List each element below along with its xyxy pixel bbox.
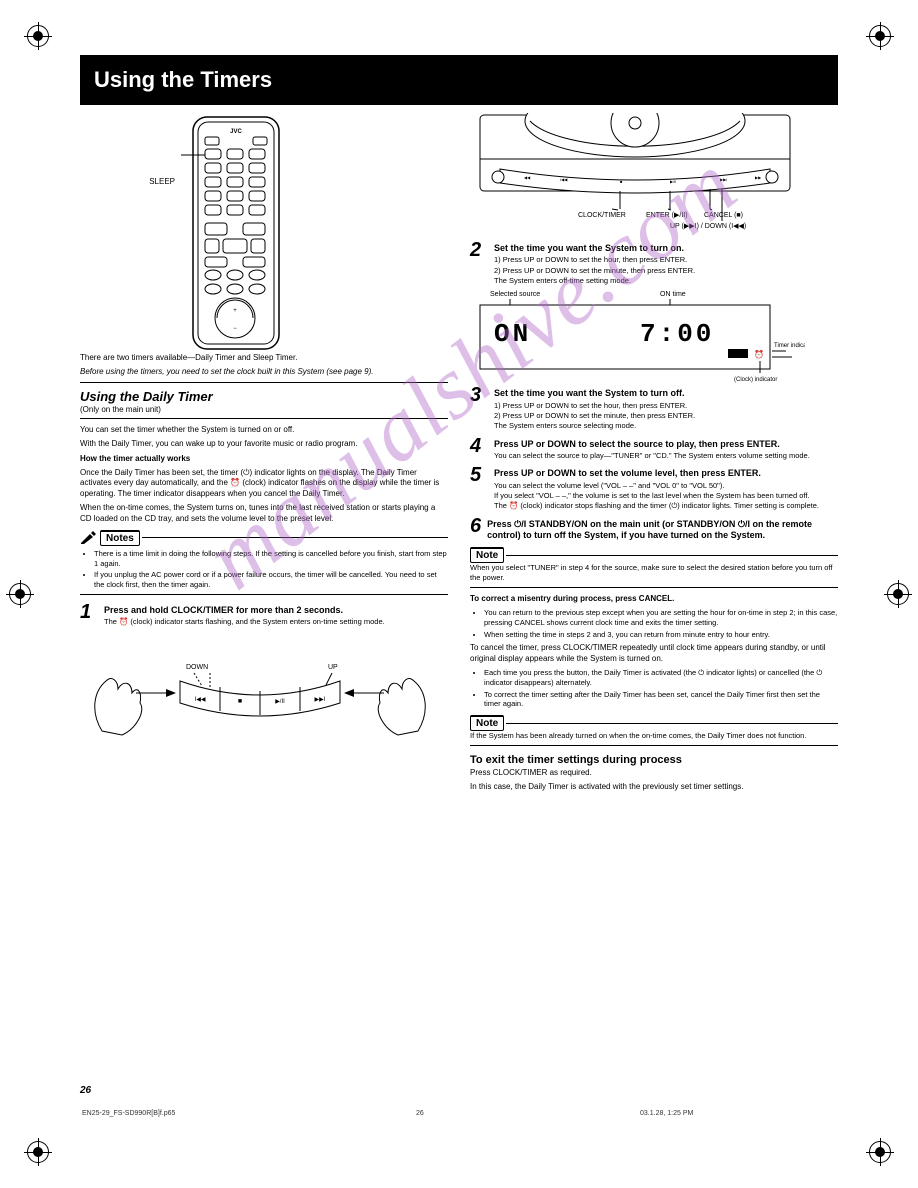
notes-header: Notes xyxy=(80,530,448,546)
notes-list: There is a time limit in doing the follo… xyxy=(94,549,448,590)
cancel-timer: To cancel the timer, press CLOCK/TIMER r… xyxy=(470,643,838,664)
svg-text:◀◀: ◀◀ xyxy=(524,175,531,180)
svg-text:Selected source: Selected source xyxy=(490,291,540,298)
page-title: Using the Timers xyxy=(80,55,838,105)
footer-stamp: 03.1.28, 1:25 PM xyxy=(640,1110,693,1117)
exit-body: Press CLOCK/TIMER as required. xyxy=(470,768,838,778)
reg-mark-tr xyxy=(866,22,894,50)
svg-text:−: − xyxy=(233,326,237,332)
svg-text:Timer indicator: Timer indicator xyxy=(774,343,805,349)
note-tuner: When you select "TUNER" in step 4 for th… xyxy=(470,563,838,583)
page: Using the Timers SLEEP JVC xyxy=(80,55,838,797)
note-header: Note xyxy=(470,547,838,563)
how-works-body2: When the on-time comes, the System turns… xyxy=(80,503,448,524)
divider xyxy=(80,594,448,595)
correct-list: You can return to the previous step exce… xyxy=(484,608,838,639)
daily-timer-sub: (Only on the main unit) xyxy=(80,405,448,414)
svg-text:ON time: ON time xyxy=(660,291,686,298)
right-column: ◀◀I◀◀■▶/II▶▶I▶▶ CLOCK/TIMER ENTER (▶/II)… xyxy=(470,113,838,797)
svg-text:UP (▶▶I) / DOWN (I◀◀): UP (▶▶I) / DOWN (I◀◀) xyxy=(670,223,746,230)
intro-2: Before using the timers, you need to set… xyxy=(80,367,448,377)
left-column: SLEEP JVC xyxy=(80,113,448,797)
reg-mark-tl xyxy=(24,22,52,50)
footer-file: EN25-29_FS-SD990R[B]f.p65 xyxy=(82,1110,175,1117)
pencil-icon xyxy=(80,531,98,545)
divider xyxy=(80,418,448,419)
divider xyxy=(470,587,838,588)
note-header-2: Note xyxy=(470,715,838,731)
step-4: 4 Press UP or DOWN to select the source … xyxy=(470,435,838,461)
reg-mark-ml xyxy=(6,580,34,608)
daily-timer-heading: Using the Daily Timer xyxy=(80,389,448,404)
svg-text:▶▶: ▶▶ xyxy=(755,175,762,180)
how-works-body: Once the Daily Timer has been set, the t… xyxy=(80,468,448,499)
lcd-display: Selected source ON time ON 7:00 ⏰ Timer … xyxy=(470,289,838,384)
para-can-set: You can set the timer whether the System… xyxy=(80,425,448,435)
remote-sleep-label: SLEEP xyxy=(80,178,175,187)
control-bar-diagram: I◀◀ ■ ▶/II ▶▶I DOWN UP xyxy=(80,631,448,741)
intro-1: There are two timers available—Daily Tim… xyxy=(80,353,448,363)
note-already-on: If the System has been already turned on… xyxy=(470,731,838,741)
exit-heading: To exit the timer settings during proces… xyxy=(470,754,838,766)
step-6: 6 Press ⏻/I STANDBY/ON on the main unit … xyxy=(470,515,838,542)
reg-mark-bl xyxy=(24,1138,52,1166)
step-3: 3 Set the time you want the System to tu… xyxy=(470,384,838,430)
svg-text:ENTER (▶/II): ENTER (▶/II) xyxy=(646,212,688,219)
para-wake: With the Daily Timer, you can wake up to… xyxy=(80,439,448,449)
divider xyxy=(470,745,838,746)
main-unit-diagram: ◀◀I◀◀■▶/II▶▶I▶▶ CLOCK/TIMER ENTER (▶/II)… xyxy=(470,113,838,233)
svg-text:DOWN: DOWN xyxy=(186,664,208,671)
svg-text:■: ■ xyxy=(238,698,242,705)
how-works-head: How the timer actually works xyxy=(80,454,448,464)
svg-text:I◀◀: I◀◀ xyxy=(560,177,568,182)
reg-mark-br xyxy=(866,1138,894,1166)
remote-diagram: JVC xyxy=(181,113,291,353)
note-item: There is a time limit in doing the follo… xyxy=(94,549,448,569)
svg-text:(Clock) indicator: (Clock) indicator xyxy=(734,377,777,383)
exit-body2: In this case, the Daily Timer is activat… xyxy=(470,782,838,792)
svg-text:+: + xyxy=(233,308,237,314)
svg-text:▶/II: ▶/II xyxy=(670,179,676,184)
reg-mark-mr xyxy=(884,580,912,608)
step-2: 2 Set the time you want the System to tu… xyxy=(470,239,838,285)
footer-page: 26 xyxy=(416,1110,424,1117)
svg-text:⏰: ⏰ xyxy=(754,349,764,359)
svg-text:JVC: JVC xyxy=(230,129,242,135)
note-item: If you unplug the AC power cord or if a … xyxy=(94,570,448,590)
svg-text:I◀◀: I◀◀ xyxy=(195,697,206,703)
step-1: 1 Press and hold CLOCK/TIMER for more th… xyxy=(80,601,448,627)
correct-misentry: To correct a misentry during process, pr… xyxy=(470,594,838,604)
svg-text:ON: ON xyxy=(494,319,531,349)
svg-text:CLOCK/TIMER: CLOCK/TIMER xyxy=(578,212,626,219)
svg-text:CANCEL (■): CANCEL (■) xyxy=(704,212,743,219)
step-5: 5 Press UP or DOWN to set the volume lev… xyxy=(470,464,838,510)
svg-text:▶▶I: ▶▶I xyxy=(315,697,326,703)
page-number: 26 xyxy=(80,1085,91,1096)
svg-text:▶/II: ▶/II xyxy=(275,699,285,705)
divider xyxy=(80,382,448,383)
cancel-list: Each time you press the button, the Dail… xyxy=(484,668,838,709)
svg-text:▶▶I: ▶▶I xyxy=(720,177,727,182)
svg-text:7:00: 7:00 xyxy=(640,319,714,349)
svg-text:UP: UP xyxy=(328,664,338,671)
